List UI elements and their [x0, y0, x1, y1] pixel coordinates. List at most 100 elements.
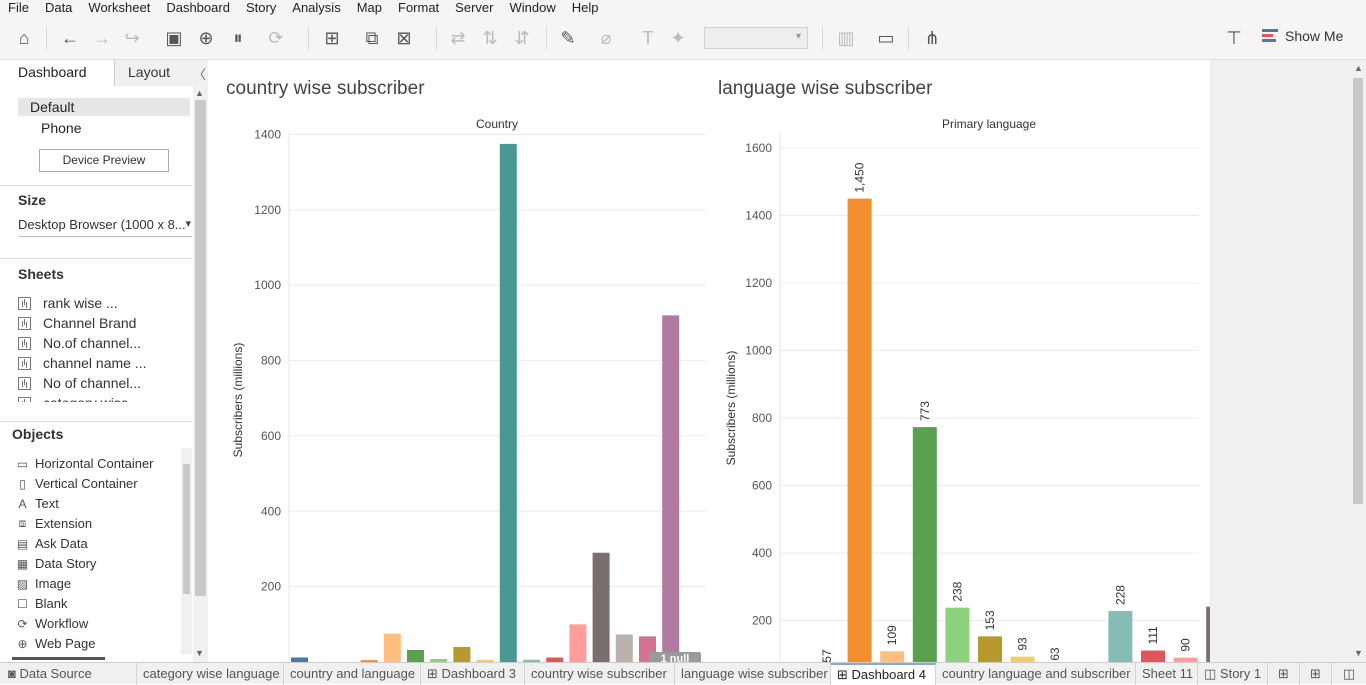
bar[interactable]	[476, 659, 494, 662]
bar[interactable]	[880, 651, 905, 662]
object-blank[interactable]: ☐ Blank	[17, 596, 68, 611]
bar[interactable]	[569, 624, 587, 662]
bar[interactable]	[1141, 650, 1165, 662]
bar[interactable]	[1206, 606, 1210, 662]
null-indicator[interactable]: 1 null	[649, 652, 701, 662]
language-bar-chart[interactable]: Primary language Subscribers (millions) …	[709, 60, 1210, 662]
tab-category-wise-language[interactable]: category wise language	[137, 663, 284, 685]
bar[interactable]	[912, 427, 937, 662]
tab-country-language-and-subscriber[interactable]: country language and subscriber	[936, 663, 1136, 685]
left-panel-scrollbar[interactable]: ▲ ▼	[193, 86, 208, 662]
home-icon[interactable]: ⌂	[18, 27, 30, 48]
bar[interactable]	[945, 607, 970, 662]
bar[interactable]	[662, 315, 680, 662]
menu-story[interactable]: Story	[245, 0, 277, 15]
scroll-up-icon[interactable]: ▲	[1354, 63, 1363, 73]
refresh-icon[interactable]: ⟳	[268, 27, 284, 48]
bar[interactable]	[291, 657, 308, 662]
bar[interactable]	[523, 659, 540, 662]
size-dropdown[interactable]: Desktop Browser (1000 x 8...	[18, 217, 192, 237]
bar[interactable]	[978, 636, 1002, 662]
device-preview-button[interactable]: Device Preview	[39, 149, 169, 172]
undo-icon[interactable]: ←	[61, 27, 79, 48]
tab-data-source[interactable]: ◙ Data Source	[0, 663, 137, 685]
tab-dashboard-4[interactable]: ⊞ Dashboard 4	[831, 663, 936, 685]
tab-layout[interactable]: Layout	[114, 60, 208, 86]
device-phone[interactable]: Phone	[41, 120, 82, 136]
duplicate-icon[interactable]: ⧉	[365, 27, 379, 48]
bar[interactable]	[1010, 656, 1035, 662]
new-worksheet-icon[interactable]: ⊞	[324, 27, 340, 48]
pause-updates-icon[interactable]: ⏸	[233, 27, 243, 48]
object-data-story[interactable]: ▦ Data Story	[16, 556, 97, 571]
sheet-item[interactable]: channel name ...	[18, 355, 147, 371]
tab-dashboard[interactable]: Dashboard	[0, 60, 114, 86]
object-horizontal-container[interactable]: ▭ Horizontal Container	[16, 456, 154, 471]
country-bar-chart[interactable]: Country Subscribers (millions) 200 400 600…	[209, 60, 709, 662]
scroll-up-icon[interactable]: ▲	[195, 88, 204, 98]
scrollbar-thumb[interactable]	[1353, 78, 1363, 504]
bar[interactable]	[847, 198, 872, 662]
bar[interactable]	[383, 633, 401, 662]
sort-ascending-icon[interactable]: ⇅	[482, 27, 498, 48]
highlight-icon[interactable]: ✎	[560, 27, 576, 48]
collapse-panel-icon[interactable]: 〈	[193, 67, 207, 82]
scrollbar-thumb[interactable]	[183, 464, 190, 594]
object-workflow[interactable]: ⟳ Workflow	[17, 616, 89, 631]
save-icon[interactable]: ▣	[165, 27, 183, 48]
show-me-button[interactable]: Show Me	[1262, 28, 1343, 44]
scroll-down-icon[interactable]: ▼	[195, 648, 204, 658]
sheet-item[interactable]: Channel Brand	[18, 315, 136, 331]
object-image[interactable]: ▨ Image	[16, 576, 72, 591]
bar[interactable]	[546, 657, 564, 662]
object-text[interactable]: A Text	[16, 496, 58, 511]
menu-analysis[interactable]: Analysis	[292, 0, 341, 15]
tab-language-wise-subscriber[interactable]: language wise subscriber	[675, 663, 831, 685]
object-ask-data[interactable]: ▤ Ask Data	[16, 536, 88, 551]
bar[interactable]	[360, 660, 378, 662]
show-cards-icon[interactable]: ▥	[837, 27, 855, 48]
fit-dropdown[interactable]	[704, 27, 808, 49]
tab-sheet-11[interactable]: Sheet 11	[1136, 663, 1198, 685]
bar[interactable]	[407, 649, 424, 662]
scroll-down-icon[interactable]: ▼	[1354, 648, 1363, 658]
tab-dashboard-3[interactable]: ⊞ Dashboard 3	[421, 663, 525, 685]
sheet-item[interactable]: No.of channel...	[18, 335, 141, 351]
swap-icon[interactable]: ⇄	[450, 27, 466, 48]
menu-server[interactable]: Server	[455, 0, 494, 15]
panel-resize-handle[interactable]	[12, 657, 105, 660]
object-web-page[interactable]: ⊕ Web Page	[17, 636, 96, 651]
presentation-icon[interactable]: ▭	[877, 27, 895, 48]
bar[interactable]	[1173, 657, 1198, 662]
menu-window[interactable]: Window	[509, 0, 556, 15]
bar[interactable]	[615, 634, 633, 662]
labels-icon[interactable]: T	[642, 27, 654, 48]
format-painter-icon[interactable]: ⊤	[1226, 27, 1242, 48]
menu-format[interactable]: Format	[398, 0, 440, 15]
menu-dashboard[interactable]: Dashboard	[166, 0, 230, 15]
object-extension[interactable]: ⧈ Extension	[16, 516, 92, 531]
dashboard-scrollbar[interactable]: ▲ ▼	[1350, 60, 1366, 662]
bar[interactable]	[430, 658, 448, 662]
bar[interactable]	[453, 646, 471, 662]
bar[interactable]	[499, 143, 517, 662]
share-icon[interactable]: ⋔	[924, 27, 940, 48]
sheet-item[interactable]: No of channel...	[18, 375, 141, 391]
menu-worksheet[interactable]: Worksheet	[88, 0, 151, 15]
bar[interactable]	[1108, 611, 1133, 662]
tab-story-1[interactable]: ◫ Story 1	[1198, 663, 1268, 685]
objects-scrollbar[interactable]	[181, 448, 192, 654]
new-worksheet-tab-icon[interactable]: ⊞	[1268, 663, 1300, 685]
object-vertical-container[interactable]: ▯ Vertical Container	[16, 476, 137, 491]
menu-file[interactable]: File	[8, 0, 29, 15]
scrollbar-thumb[interactable]	[195, 100, 206, 596]
new-dashboard-tab-icon[interactable]: ⊞	[1300, 663, 1332, 685]
sheet-item[interactable]: rank wise ...	[18, 295, 118, 311]
new-story-tab-icon[interactable]: ◫	[1342, 666, 1356, 681]
new-data-source-icon[interactable]: ⊕	[198, 27, 214, 48]
clear-icon[interactable]: ⊠	[396, 27, 412, 48]
menu-help[interactable]: Help	[571, 0, 599, 15]
pin-icon[interactable]: ✦	[670, 27, 686, 48]
tab-country-wise-subscriber[interactable]: country wise subscriber	[525, 663, 675, 685]
replay-icon[interactable]: ↪	[124, 27, 140, 48]
